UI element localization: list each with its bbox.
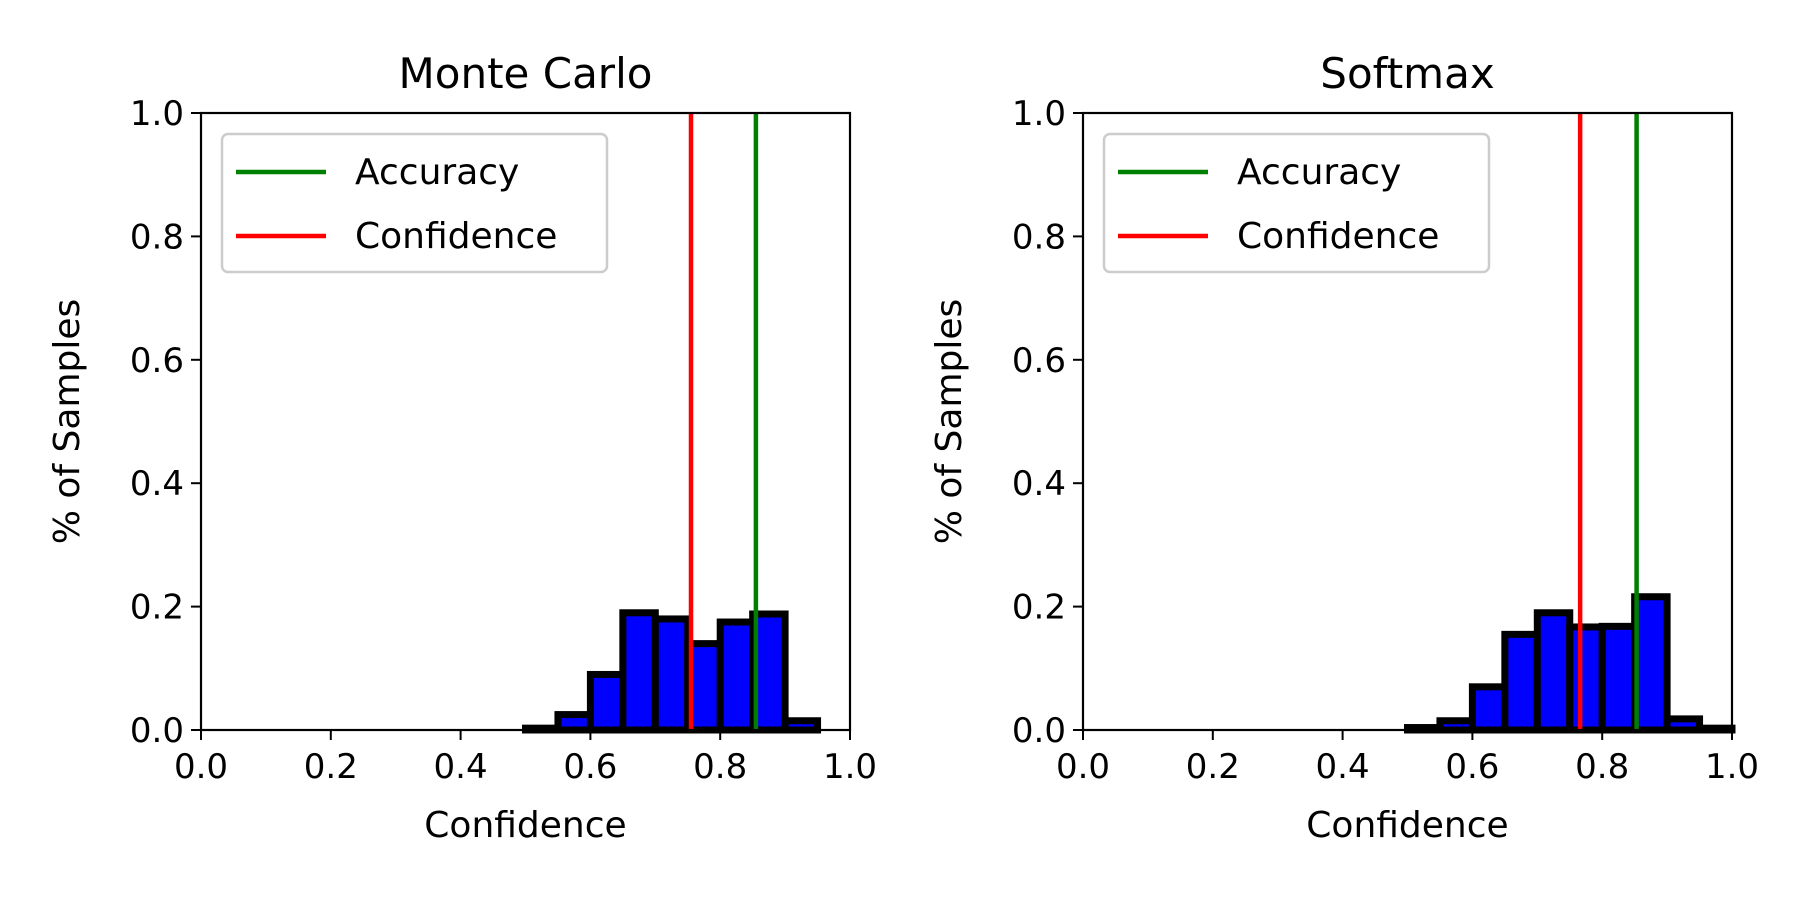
y-tick-label: 0.4 [130, 464, 184, 504]
histogram-bar [1631, 593, 1671, 734]
x-tick-label: 0.2 [1186, 747, 1240, 787]
legend-label-confidence: Confidence [355, 216, 557, 257]
x-tick-label: 0.4 [434, 747, 488, 787]
y-tick-label: 0.8 [130, 217, 184, 257]
y-tick-label: 0.0 [130, 711, 184, 751]
histogram-bar [619, 609, 659, 734]
legend-label-accuracy: Accuracy [1237, 152, 1401, 193]
x-tick-label: 0.0 [174, 747, 228, 787]
y-axis-label: % of Samples [47, 299, 88, 545]
y-tick-label: 0.4 [1012, 464, 1066, 504]
y-tick-label: 0.6 [1012, 341, 1066, 381]
y-tick-label: 0.2 [130, 588, 184, 628]
x-tick-label: 0.0 [1056, 747, 1110, 787]
histogram-bar [1468, 683, 1509, 734]
chart-title: Softmax [1320, 49, 1494, 98]
histogram-bar [716, 618, 757, 734]
legend-label-accuracy: Accuracy [355, 152, 519, 193]
histogram-bar [781, 717, 822, 734]
x-tick-label: 0.8 [693, 747, 747, 787]
chart-title: Monte Carlo [399, 49, 653, 98]
x-tick-label: 0.6 [1445, 747, 1499, 787]
histogram-bar [1533, 609, 1574, 734]
x-tick-label: 0.2 [304, 747, 358, 787]
legend: Accuracy Confidence [220, 132, 609, 274]
legend-label-confidence: Confidence [1237, 216, 1439, 257]
x-tick-label: 0.6 [563, 747, 617, 787]
histogram-bar [1436, 717, 1476, 734]
histogram-bar [651, 615, 692, 734]
chart-panel-2: 0.0 0.2 0.4 0.6 0.8 1.0 0.0 0.2 0.4 0.6 0.8 1.0 Soft… [929, 49, 1759, 846]
y-tick-label: 0.2 [1012, 588, 1066, 628]
legend: Accuracy Confidence [1102, 132, 1491, 274]
x-axis-label: Confidence [1306, 805, 1508, 846]
axes-frame [1081, 111, 1734, 732]
histogram-bar [1566, 623, 1606, 734]
y-tick-label: 1.0 [130, 94, 184, 134]
y-tick-label: 0.0 [1012, 711, 1066, 751]
histogram-bar [1663, 715, 1704, 734]
histogram-bar [586, 670, 627, 734]
y-tick-label: 0.8 [1012, 217, 1066, 257]
histogram-bar [1501, 630, 1541, 734]
x-tick-label: 1.0 [823, 747, 877, 787]
axes-frame [199, 111, 852, 732]
histogram-bar [1598, 622, 1639, 734]
y-tick-label: 1.0 [1012, 94, 1066, 134]
x-axis-label: Confidence [424, 805, 626, 846]
histogram-bar [554, 711, 594, 734]
chart-panel-1: 0.0 0.2 0.4 0.6 0.8 1.0 0.0 0.2 0.4 0.6 0.8 1.0 Mont… [47, 49, 877, 846]
x-tick-label: 1.0 [1705, 747, 1759, 787]
y-tick-label: 0.6 [130, 341, 184, 381]
x-tick-label: 0.4 [1316, 747, 1370, 787]
x-tick-label: 0.8 [1575, 747, 1629, 787]
y-axis-label: % of Samples [929, 299, 970, 545]
